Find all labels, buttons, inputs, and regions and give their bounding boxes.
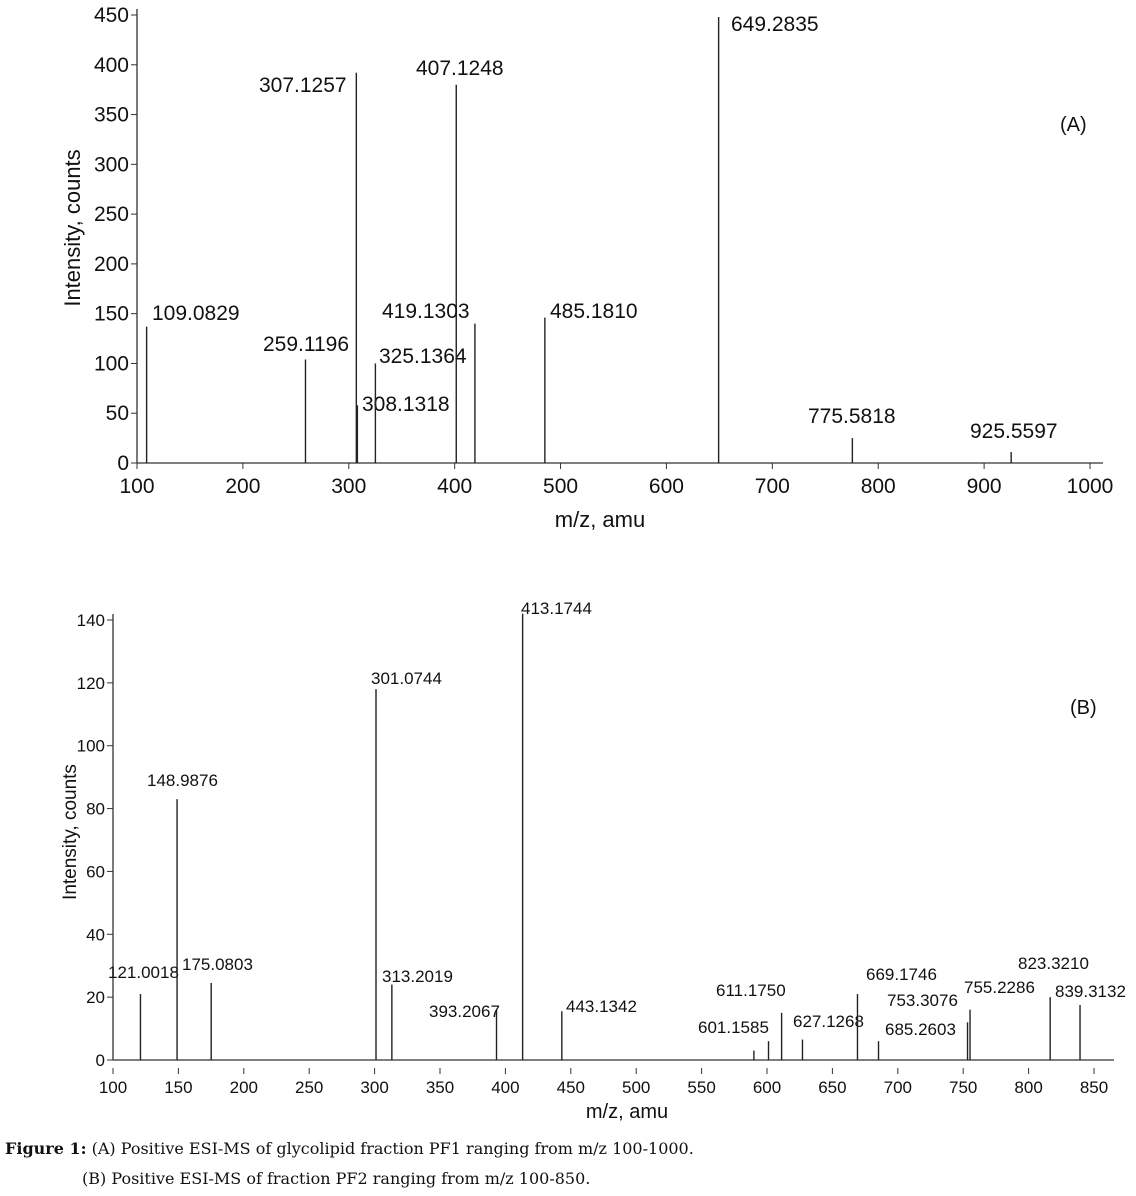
x-tick-label-a: 600	[649, 475, 684, 498]
peak-label-a: 419.1303	[382, 300, 470, 323]
x-tick-label-b: 450	[557, 1078, 585, 1097]
peak-label-b: 443.1342	[566, 997, 637, 1016]
peak-label-a: 407.1248	[416, 57, 504, 80]
panel-label-a: (A)	[1060, 114, 1087, 136]
figure-caption-line2: (B) Positive ESI-MS of fraction PF2 rang…	[82, 1169, 590, 1188]
x-tick-label-a: 300	[331, 475, 366, 498]
peak-label-b: 753.3076	[887, 991, 958, 1010]
peak-label-b: 611.1750	[716, 981, 786, 1000]
y-tick-label-a: 100	[94, 352, 129, 375]
x-tick-label-b: 850	[1080, 1078, 1108, 1097]
x-tick-label-b: 250	[295, 1078, 323, 1097]
peak-label-a: 925.5597	[970, 420, 1058, 443]
peak-label-b: 601.1585	[698, 1018, 769, 1037]
peak-label-b: 301.0744	[371, 669, 442, 688]
y-tick-label-a: 200	[94, 253, 129, 276]
peak-label-a: 485.1810	[550, 300, 638, 323]
x-tick-label-a: 400	[437, 475, 472, 498]
peak-label-a: 775.5818	[808, 405, 896, 428]
peak-label-b: 685.2603	[885, 1020, 956, 1039]
x-tick-label-b: 600	[753, 1078, 781, 1097]
x-tick-label-b: 750	[949, 1078, 977, 1097]
y-tick-label-a: 250	[94, 203, 129, 226]
x-tick-label-b: 150	[164, 1078, 192, 1097]
x-tick-label-b: 300	[360, 1078, 388, 1097]
peak-label-a: 307.1257	[259, 74, 347, 97]
x-tick-label-a: 700	[755, 475, 790, 498]
x-tick-label-b: 800	[1014, 1078, 1042, 1097]
peak-label-b: 627.1268	[793, 1012, 864, 1031]
y-tick-label-a: 400	[94, 54, 129, 77]
caption-a: (A) Positive ESI-MS of glycolipid fracti…	[91, 1139, 694, 1158]
y-tick-label-a: 450	[94, 4, 129, 27]
x-tick-label-a: 900	[967, 475, 1002, 498]
x-axis-label-b: m/z, amu	[586, 1101, 668, 1123]
peak-label-a: 325.1364	[379, 345, 467, 368]
x-axis-label-a: m/z, amu	[555, 507, 645, 532]
y-tick-label-a: 50	[106, 402, 129, 425]
y-tick-label-b: 60	[86, 862, 105, 881]
x-tick-label-b: 550	[687, 1078, 715, 1097]
x-tick-label-a: 800	[861, 475, 896, 498]
x-tick-label-a: 100	[119, 475, 154, 498]
caption-b: (B) Positive ESI-MS of fraction PF2 rang…	[82, 1169, 591, 1188]
x-tick-label-a: 500	[543, 475, 578, 498]
y-axis-label-a: Intensity, counts	[60, 149, 85, 306]
y-tick-label-b: 0	[96, 1051, 105, 1070]
peak-label-b: 755.2286	[964, 978, 1035, 997]
peak-label-b: 669.1746	[866, 965, 937, 984]
y-tick-label-b: 20	[86, 988, 105, 1007]
peak-label-b: 413.1744	[521, 599, 592, 618]
x-tick-label-b: 700	[884, 1078, 912, 1097]
peak-label-a: 109.0829	[152, 302, 240, 325]
y-tick-label-a: 0	[117, 452, 129, 475]
y-tick-label-a: 300	[94, 153, 129, 176]
figure-label: Figure 1:	[5, 1139, 87, 1158]
peak-label-b: 313.2019	[382, 967, 453, 986]
figure-caption-line1: Figure 1: (A) Positive ESI-MS of glycoli…	[5, 1139, 694, 1158]
y-tick-label-a: 150	[94, 303, 129, 326]
y-tick-label-b: 140	[77, 611, 105, 630]
x-tick-label-b: 350	[426, 1078, 454, 1097]
y-tick-label-b: 120	[77, 674, 105, 693]
peak-label-b: 121.0018	[108, 963, 179, 982]
panel-label-b: (B)	[1070, 697, 1097, 719]
peak-label-a: 259.1196	[263, 333, 349, 356]
x-tick-label-a: 1000	[1067, 475, 1114, 498]
peak-label-a: 308.1318	[362, 393, 450, 416]
peak-label-b: 393.2067	[429, 1002, 500, 1021]
y-tick-label-b: 80	[86, 800, 105, 819]
peak-label-a: 649.2835	[731, 13, 819, 36]
x-tick-label-b: 500	[622, 1078, 650, 1097]
x-tick-label-b: 400	[491, 1078, 519, 1097]
x-tick-label-b: 650	[818, 1078, 846, 1097]
peak-label-b: 175.0803	[182, 955, 253, 974]
y-tick-label-a: 350	[94, 104, 129, 127]
y-tick-label-b: 40	[86, 925, 105, 944]
y-tick-label-b: 100	[77, 737, 105, 756]
x-tick-label-b: 100	[99, 1078, 127, 1097]
peak-label-b: 839.3132	[1055, 982, 1126, 1001]
x-tick-label-a: 200	[225, 475, 260, 498]
x-tick-label-b: 200	[230, 1078, 258, 1097]
peak-label-b: 823.3210	[1018, 954, 1089, 973]
y-axis-label-b: Intensity, counts	[60, 764, 81, 900]
peak-label-b: 148.9876	[147, 771, 218, 790]
